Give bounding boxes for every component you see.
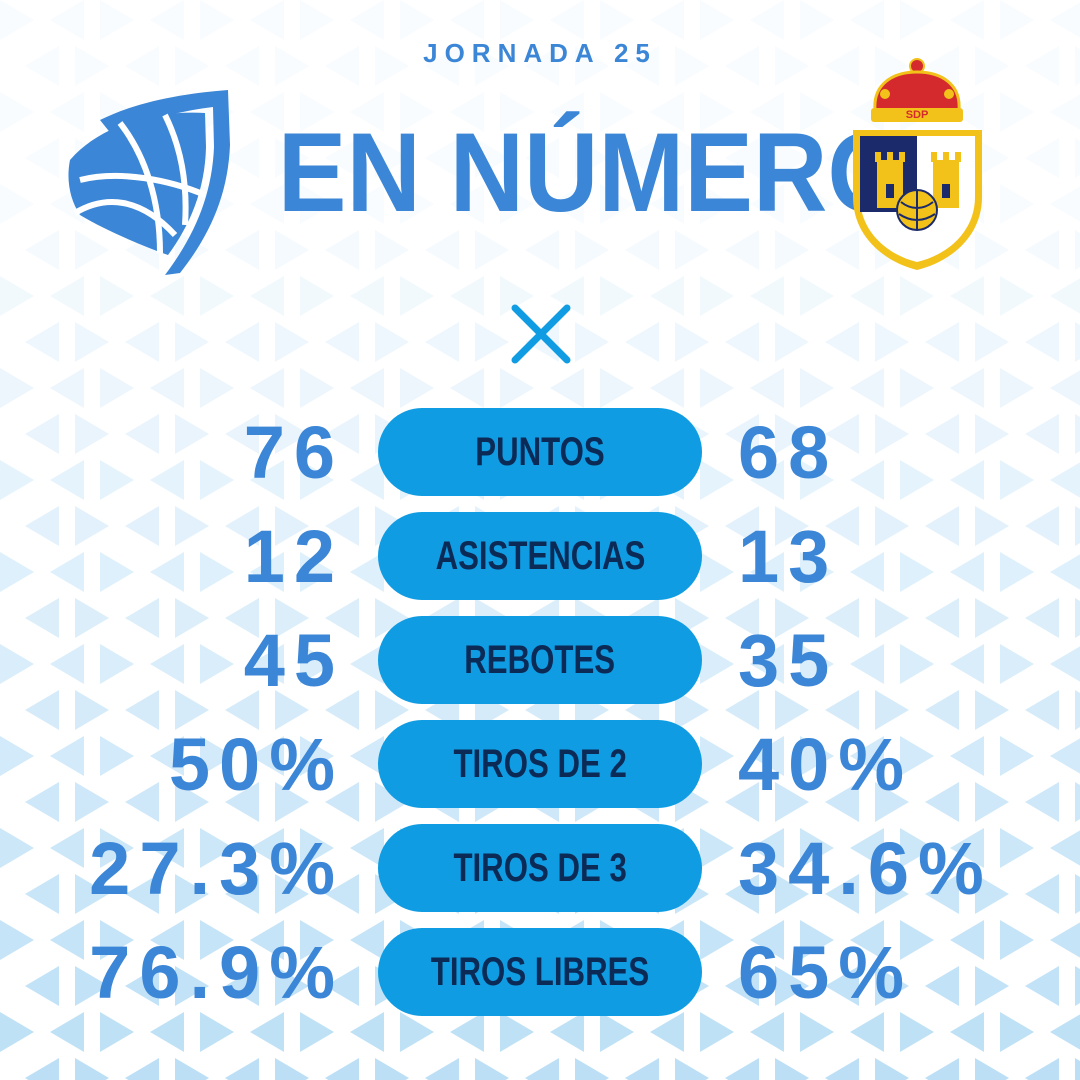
- page-title: EN NÚMEROS: [277, 110, 977, 235]
- stat-row-tiros-libres: 76.9% TIROS LIBRES 65%: [0, 928, 1080, 1018]
- home-value: 76.9%: [89, 931, 344, 1014]
- away-value: 35: [738, 619, 839, 702]
- matchday-subtitle: JORNADA 25: [423, 38, 657, 68]
- stat-row-puntos: 76 PUNTOS 68: [0, 408, 1080, 498]
- away-value: 68: [738, 411, 839, 494]
- home-value: 27.3%: [89, 827, 344, 910]
- stat-label: TIROS DE 2: [453, 741, 627, 786]
- stat-row-rebotes: 45 REBOTES 35: [0, 616, 1080, 706]
- basketball-shield-logo-icon: [68, 90, 230, 275]
- stat-label: ASISTENCIAS: [435, 533, 645, 578]
- home-value: 12: [243, 515, 344, 598]
- away-value: 13: [738, 515, 839, 598]
- stat-label-pill: TIROS DE 3: [378, 824, 702, 912]
- stat-label-pill: TIROS DE 2: [378, 720, 702, 808]
- stat-row-tiros-de-3: 27.3% TIROS DE 3 34.6%: [0, 824, 1080, 914]
- away-value: 65%: [738, 931, 914, 1014]
- stat-label-pill: REBOTES: [378, 616, 702, 704]
- crest-text: SDP: [906, 109, 929, 121]
- cross-icon: [511, 304, 571, 364]
- away-value: 40%: [738, 723, 914, 806]
- home-value: 50%: [168, 723, 344, 806]
- away-value: 34.6%: [738, 827, 993, 910]
- stat-label: PUNTOS: [475, 429, 605, 474]
- stat-label: TIROS DE 3: [453, 845, 627, 890]
- home-value: 76: [243, 411, 344, 494]
- home-value: 45: [243, 619, 344, 702]
- sdp-crest-icon: SDP: [853, 58, 982, 270]
- stat-label-pill: TIROS LIBRES: [378, 928, 702, 1016]
- stat-label: REBOTES: [464, 637, 616, 682]
- stat-label-pill: ASISTENCIAS: [378, 512, 702, 600]
- stat-row-tiros-de-2: 50% TIROS DE 2 40%: [0, 720, 1080, 810]
- stat-row-asistencias: 12 ASISTENCIAS 13: [0, 512, 1080, 602]
- stat-label-pill: PUNTOS: [378, 408, 702, 496]
- stat-label: TIROS LIBRES: [430, 949, 650, 994]
